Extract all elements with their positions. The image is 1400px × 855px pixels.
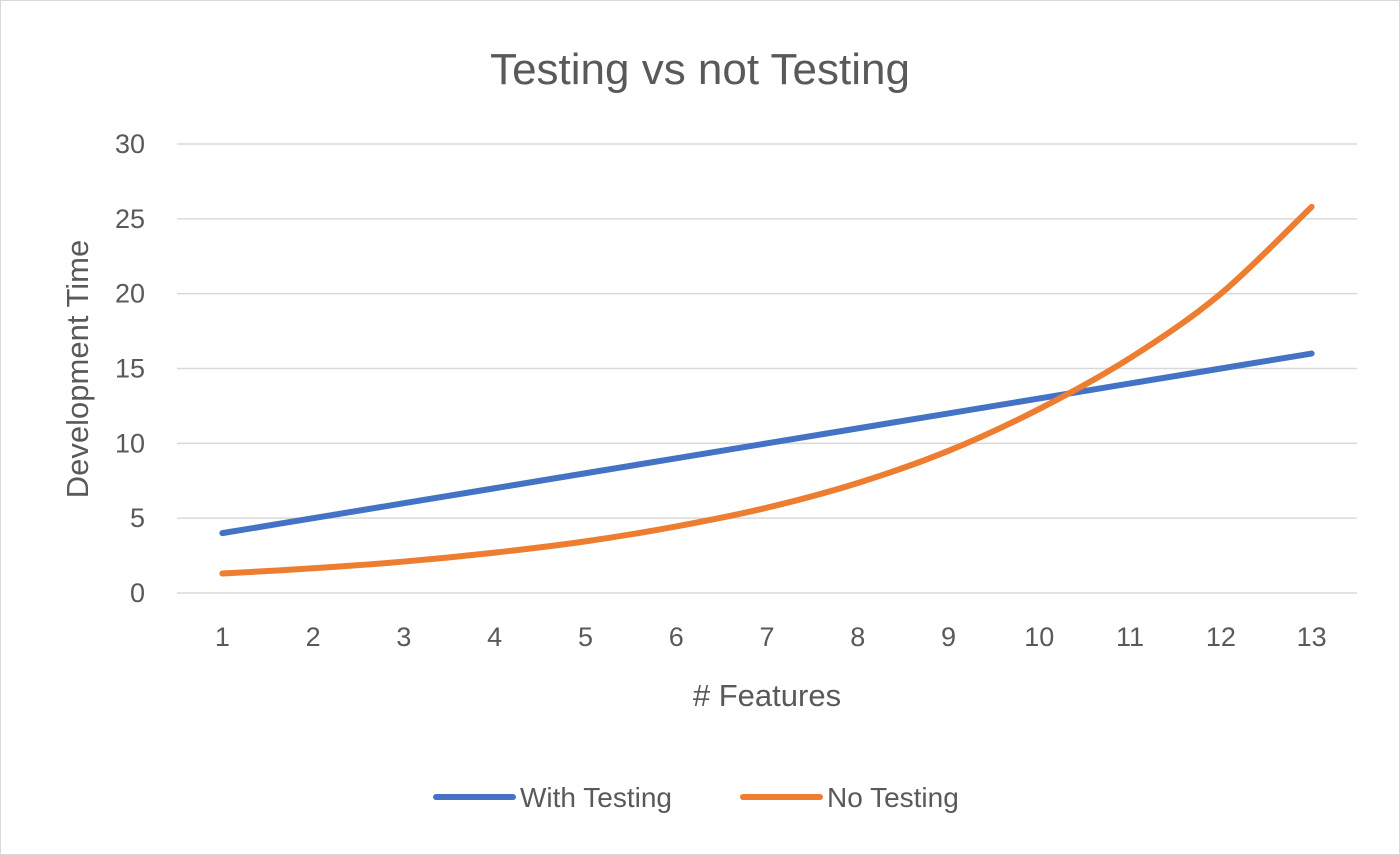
x-tick-label: 13 (1297, 622, 1327, 652)
x-tick-label: 4 (487, 622, 502, 652)
legend: With Testing No Testing (433, 782, 959, 813)
series-line-no-testing (219, 203, 1315, 577)
x-tick-label: 10 (1024, 622, 1054, 652)
x-tick-label: 6 (669, 622, 684, 652)
y-tick-label: 10 (115, 428, 145, 458)
x-tick-label: 11 (1116, 622, 1144, 652)
series-lines (219, 203, 1315, 577)
y-tick-label: 20 (115, 279, 145, 309)
x-tick-label: 9 (941, 622, 956, 652)
x-axis-title: # Features (693, 678, 841, 713)
x-tick-label: 7 (759, 622, 774, 652)
series-line-with-testing (219, 350, 1315, 537)
x-tick-label: 3 (396, 622, 411, 652)
y-tick-label: 0 (130, 578, 145, 608)
y-tick-label: 25 (115, 204, 145, 234)
legend-label-no-testing: No Testing (827, 782, 959, 813)
y-tick-label: 30 (115, 129, 145, 159)
y-axis-title: Development Time (60, 240, 95, 498)
x-tick-label: 2 (306, 622, 321, 652)
y-tick-label: 15 (115, 354, 145, 384)
legend-label-with-testing: With Testing (520, 782, 672, 813)
x-tick-label: 12 (1206, 622, 1236, 652)
y-tick-label: 5 (130, 503, 145, 533)
x-tick-label: 1 (215, 622, 230, 652)
x-tick-label: 8 (850, 622, 865, 652)
y-axis-ticks: 0 5 10 15 20 25 30 (115, 129, 145, 608)
gridlines (177, 143, 1357, 594)
chart-title: Testing vs not Testing (490, 45, 910, 94)
x-tick-label: 5 (578, 622, 593, 652)
x-axis-ticks: 1 2 3 4 5 6 7 8 9 10 11 12 13 (215, 622, 1327, 652)
